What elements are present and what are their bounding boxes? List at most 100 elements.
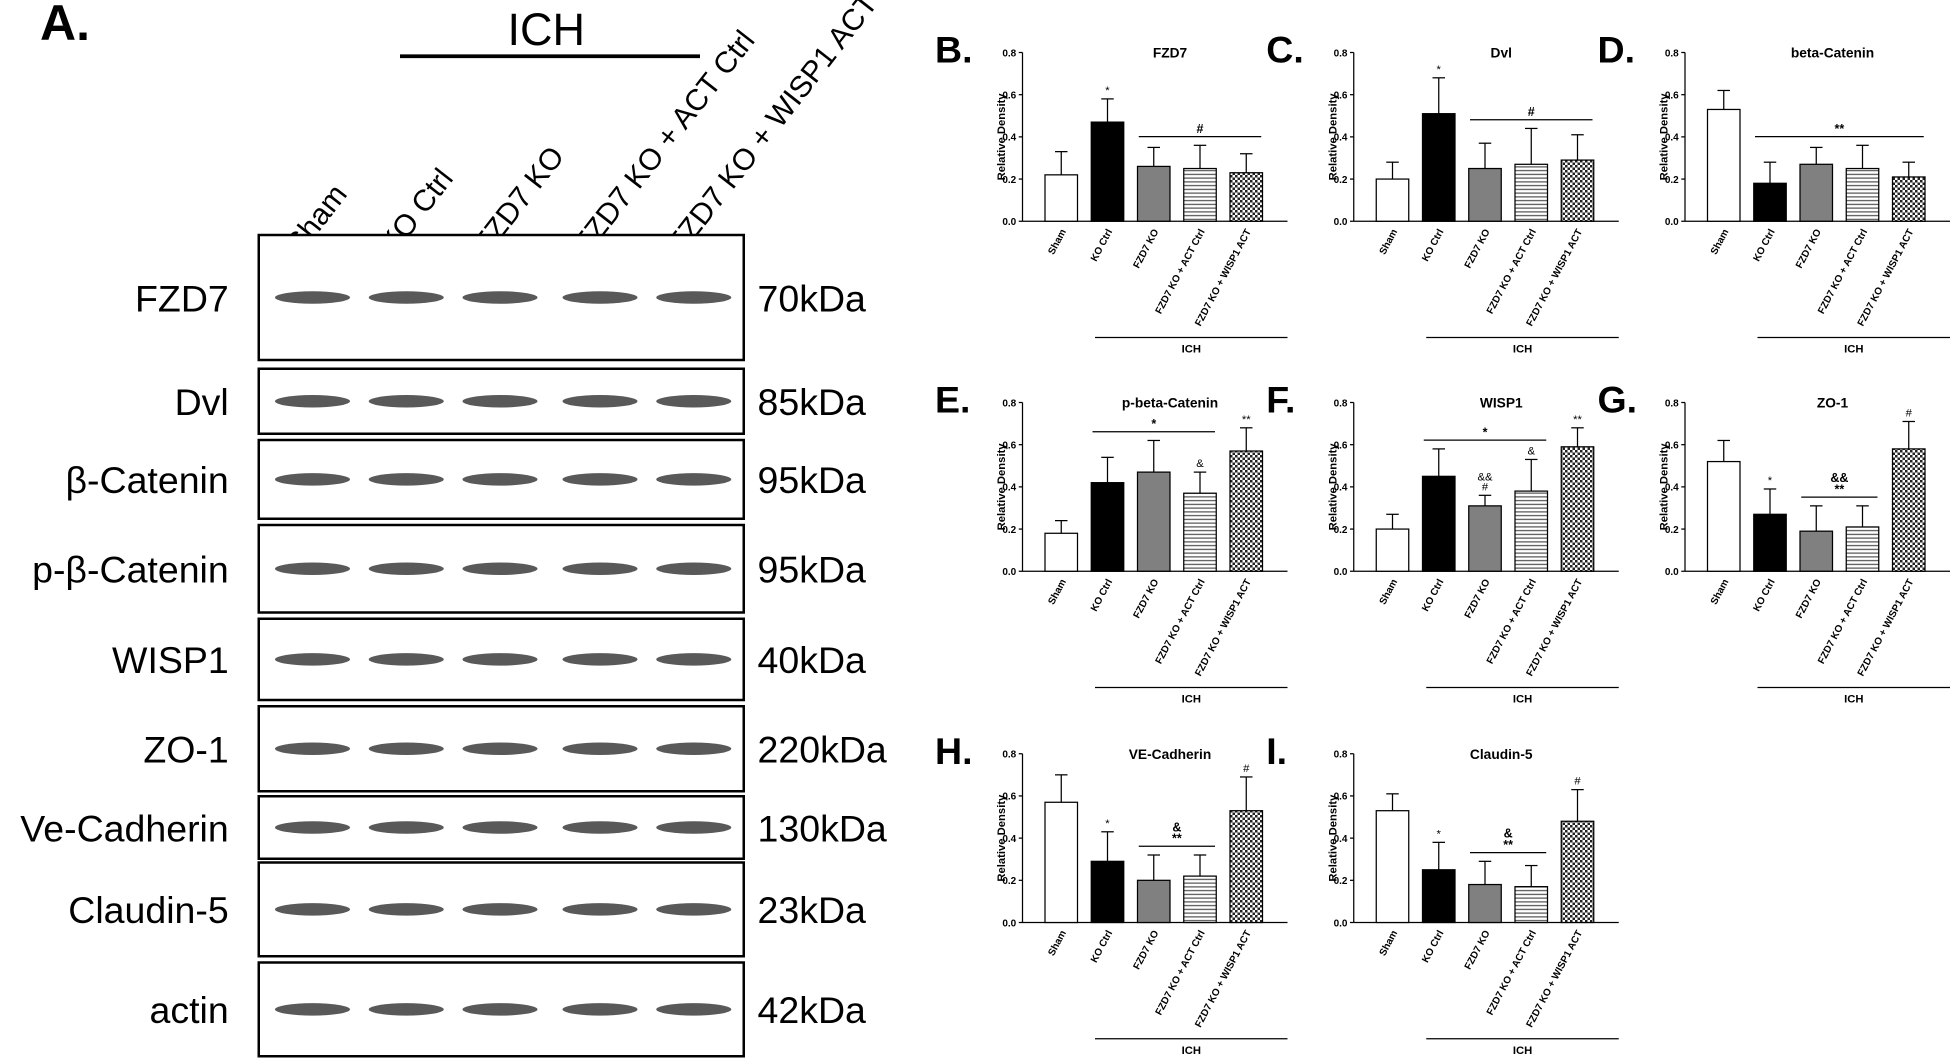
bar bbox=[1421, 869, 1456, 924]
significance-marker: ** bbox=[1172, 832, 1182, 846]
size-label: 40kDa bbox=[758, 639, 867, 681]
significance-marker: * bbox=[1151, 417, 1156, 431]
y-tick-label: 0.2 bbox=[1665, 525, 1679, 536]
y-tick-label: 0.0 bbox=[1334, 567, 1348, 578]
x-tick-label: KO Ctrl bbox=[1089, 227, 1115, 263]
y-axis-label: Relative Density bbox=[996, 794, 1008, 882]
y-tick-label: 0.6 bbox=[1002, 792, 1016, 803]
x-tick-label: FZD7 KO + WISP1 ACT bbox=[1193, 929, 1254, 1030]
blot-band bbox=[462, 291, 538, 304]
bar bbox=[1753, 182, 1787, 222]
bar bbox=[1421, 475, 1456, 572]
x-tick-label: KO Ctrl bbox=[1089, 929, 1115, 965]
x-tick-label: FZD7 KO + ACT Ctrl bbox=[1154, 577, 1208, 666]
chart-title: WISP1 bbox=[1480, 396, 1523, 411]
x-tick-label: Sham bbox=[1378, 577, 1401, 606]
y-tick-label: 0.6 bbox=[1334, 792, 1348, 803]
x-tick-label: FZD7 KO bbox=[1463, 929, 1493, 972]
protein-label: Dvl bbox=[175, 381, 229, 423]
blot-band bbox=[562, 821, 638, 834]
bar bbox=[1514, 886, 1549, 924]
x-tick-label: FZD7 KO bbox=[1794, 227, 1824, 270]
panel-label: I. bbox=[1266, 730, 1287, 772]
bar bbox=[1044, 532, 1079, 572]
significance-marker: ** bbox=[1573, 414, 1582, 426]
y-tick-label: 0.4 bbox=[1334, 483, 1348, 494]
group-label: ICH bbox=[1182, 694, 1201, 706]
y-tick-label: 0.2 bbox=[1002, 175, 1016, 186]
significance-marker: ** bbox=[1242, 414, 1251, 426]
x-tick-label: FZD7 KO + ACT Ctrl bbox=[1816, 227, 1870, 316]
panel-label: D. bbox=[1598, 29, 1636, 71]
bar bbox=[1375, 528, 1410, 572]
bar bbox=[1560, 820, 1595, 924]
y-tick-label: 0.8 bbox=[1334, 48, 1348, 59]
bar bbox=[1845, 167, 1880, 222]
bar bbox=[1229, 810, 1264, 924]
x-tick-label: FZD7 KO + ACT Ctrl bbox=[1485, 227, 1539, 316]
y-tick-label: 0.6 bbox=[1002, 90, 1016, 101]
blot-band bbox=[656, 562, 732, 575]
y-tick-label: 0.0 bbox=[1002, 217, 1016, 228]
y-tick-label: 0.0 bbox=[1002, 918, 1016, 929]
x-tick-label: FZD7 KO + WISP1 ACT bbox=[1856, 227, 1917, 328]
blot-band bbox=[462, 653, 538, 666]
blot-band bbox=[562, 562, 638, 575]
y-tick-label: 0.8 bbox=[1002, 48, 1016, 59]
chart-title: Claudin-5 bbox=[1470, 747, 1533, 762]
bar bbox=[1183, 875, 1217, 924]
bar bbox=[1229, 172, 1264, 222]
protein-label: p-β-Catenin bbox=[32, 549, 229, 591]
group-label: ICH bbox=[508, 4, 586, 55]
lane-label: FZD7 KO + ACT Ctrl bbox=[567, 25, 761, 261]
x-tick-label: KO Ctrl bbox=[1752, 577, 1778, 613]
chart-title: beta-Catenin bbox=[1791, 46, 1874, 61]
blot-band bbox=[275, 821, 350, 834]
blot-band bbox=[656, 653, 732, 666]
y-tick-label: 0.8 bbox=[1334, 398, 1348, 409]
bar bbox=[1706, 108, 1741, 222]
significance-marker: # bbox=[1574, 776, 1581, 788]
x-tick-label: KO Ctrl bbox=[1420, 577, 1446, 613]
bar bbox=[1753, 513, 1787, 572]
x-tick-label: FZD7 KO + WISP1 ACT bbox=[1525, 577, 1586, 678]
significance-marker: ** bbox=[1503, 838, 1513, 852]
protein-label: actin bbox=[150, 989, 229, 1031]
blot-band bbox=[656, 821, 732, 834]
x-tick-label: FZD7 KO bbox=[1463, 227, 1493, 270]
y-tick-label: 0.8 bbox=[1002, 750, 1016, 761]
blot-band bbox=[656, 742, 732, 755]
y-tick-label: 0.0 bbox=[1665, 567, 1679, 578]
y-tick-label: 0.6 bbox=[1665, 90, 1679, 101]
significance-marker: # bbox=[1197, 122, 1204, 136]
blot-band bbox=[368, 473, 444, 486]
y-tick-label: 0.2 bbox=[1334, 876, 1348, 887]
panel-label: C. bbox=[1266, 29, 1304, 71]
y-tick-label: 0.2 bbox=[1002, 876, 1016, 887]
panel-label: F. bbox=[1266, 379, 1295, 421]
significance-marker: * bbox=[1437, 64, 1442, 76]
x-tick-label: FZD7 KO + WISP1 ACT bbox=[1525, 227, 1586, 328]
blot-band bbox=[368, 742, 444, 755]
bar bbox=[1090, 121, 1125, 222]
bar bbox=[1044, 174, 1079, 222]
blot-band bbox=[368, 395, 444, 408]
bar bbox=[1706, 460, 1741, 572]
significance-marker: # bbox=[1906, 407, 1913, 419]
x-tick-label: FZD7 KO + ACT Ctrl bbox=[1485, 577, 1539, 666]
x-tick-label: FZD7 KO + ACT Ctrl bbox=[1816, 577, 1870, 666]
panel-label: G. bbox=[1598, 379, 1638, 421]
blot-band bbox=[656, 395, 732, 408]
x-tick-label: FZD7 KO bbox=[1794, 577, 1824, 620]
x-tick-label: Sham bbox=[1709, 577, 1732, 606]
significance-marker: * bbox=[1105, 85, 1110, 97]
blot-band bbox=[462, 395, 538, 408]
y-axis-label: Relative Density bbox=[1659, 443, 1671, 531]
bar bbox=[1375, 810, 1410, 924]
significance-marker: # bbox=[1243, 763, 1250, 775]
bar bbox=[1183, 167, 1217, 222]
bar bbox=[1845, 526, 1880, 572]
panel-label: E. bbox=[935, 379, 970, 421]
x-tick-label: Sham bbox=[1709, 227, 1732, 256]
